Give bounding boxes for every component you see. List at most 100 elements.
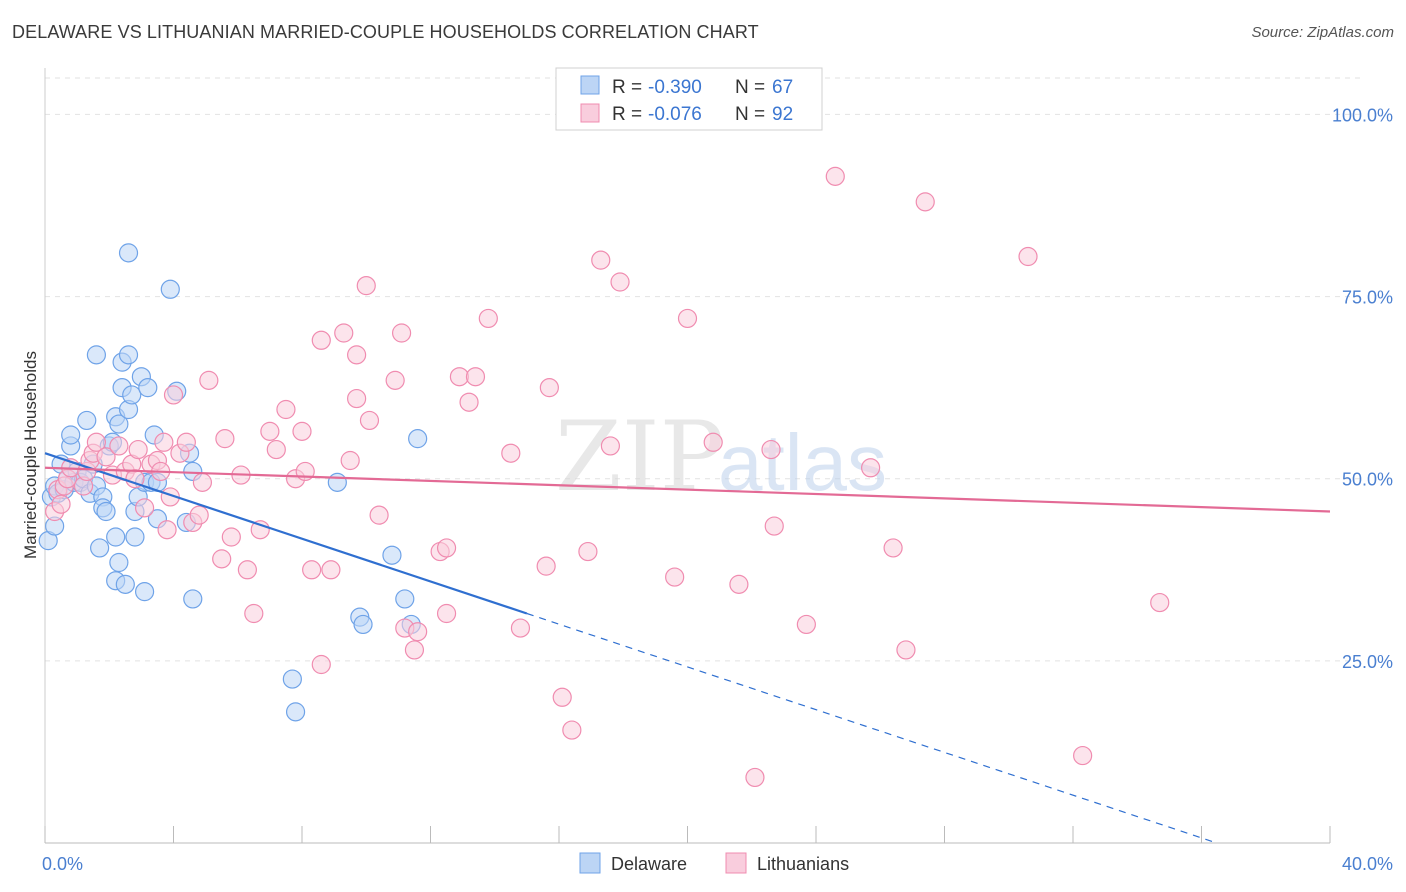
trend-line-lithuanians <box>44 466 1331 513</box>
point-lithuanians <box>189 505 209 525</box>
series-lithuanians <box>45 166 1170 788</box>
point-lithuanians <box>459 392 479 412</box>
y-tick-label: 100.0% <box>1332 105 1393 125</box>
point-lithuanians <box>600 436 621 456</box>
point-delaware <box>125 527 145 547</box>
legend-n-lithuanians: 92 <box>772 104 793 125</box>
point-lithuanians <box>729 574 749 594</box>
point-lithuanians <box>347 388 367 409</box>
point-lithuanians <box>237 560 257 580</box>
point-lithuanians <box>677 308 698 329</box>
point-lithuanians <box>369 505 389 525</box>
point-lithuanians <box>334 323 354 343</box>
point-lithuanians <box>591 250 611 270</box>
point-lithuanians <box>276 399 296 420</box>
legend-n-delaware: 67 <box>772 77 793 98</box>
point-delaware <box>109 414 129 434</box>
series-delaware <box>38 243 428 722</box>
point-delaware <box>96 501 116 522</box>
y-tick-labels: 25.0% 50.0% 75.0% 100.0% <box>1332 105 1393 671</box>
legend-r-lithuanians: -0.076 <box>648 104 702 125</box>
y-tick-label: 50.0% <box>1342 470 1393 490</box>
point-delaware <box>77 410 97 431</box>
trend-line-extension-delaware <box>526 612 1218 844</box>
x-tick-label: 40.0% <box>1342 854 1393 874</box>
bottom-legend-swatch-lithuanians <box>725 852 747 874</box>
legend-swatch-delaware <box>580 75 600 95</box>
point-lithuanians <box>436 603 457 624</box>
point-lithuanians <box>51 494 71 514</box>
point-delaware <box>61 425 81 445</box>
source-credit: Source: ZipAtlas.com <box>1251 24 1394 41</box>
point-lithuanians <box>552 687 572 707</box>
point-lithuanians <box>96 447 116 467</box>
point-delaware <box>395 589 415 609</box>
point-lithuanians <box>1018 246 1038 267</box>
point-lithuanians <box>665 567 685 587</box>
point-delaware <box>285 702 306 722</box>
legend-swatch-lithuanians <box>580 103 600 123</box>
point-lithuanians <box>359 410 380 431</box>
point-lithuanians <box>311 654 331 675</box>
watermark: ZIP atlas <box>555 401 887 513</box>
point-lithuanians <box>896 640 916 660</box>
x-tick-label: 0.0% <box>42 854 83 874</box>
point-lithuanians <box>134 498 155 518</box>
point-delaware <box>115 574 135 594</box>
y-axis-label: Married-couple Households <box>21 351 40 559</box>
point-lithuanians <box>510 618 531 638</box>
point-lithuanians <box>192 472 213 492</box>
point-lithuanians <box>321 560 341 580</box>
point-lithuanians <box>825 166 845 186</box>
point-lithuanians <box>761 439 781 460</box>
point-lithuanians <box>86 432 107 452</box>
legend-n-label-delaware: N = <box>735 77 765 98</box>
point-lithuanians <box>883 538 903 558</box>
point-lithuanians <box>1150 592 1170 613</box>
watermark-zip: ZIP <box>555 401 724 513</box>
point-lithuanians <box>465 367 486 387</box>
point-lithuanians <box>311 330 331 350</box>
point-lithuanians <box>163 385 184 405</box>
point-lithuanians <box>292 421 312 441</box>
bottom-legend: Delaware Lithuanians <box>579 852 849 874</box>
point-lithuanians <box>347 345 367 365</box>
point-lithuanians <box>212 549 232 569</box>
legend-n-label-lithuanians: N = <box>735 104 765 125</box>
point-lithuanians <box>244 603 264 624</box>
point-lithuanians <box>610 272 630 292</box>
point-delaware <box>134 582 155 602</box>
legend: R = -0.390 N = 67 R = -0.076 N = 92 <box>555 67 823 131</box>
point-lithuanians <box>745 767 765 788</box>
point-lithuanians <box>109 436 129 456</box>
point-lithuanians <box>385 370 405 390</box>
point-delaware <box>160 279 180 299</box>
point-lithuanians <box>260 421 280 441</box>
point-lithuanians <box>501 443 521 463</box>
point-delaware <box>408 429 428 449</box>
point-lithuanians <box>404 640 425 660</box>
data-points <box>38 166 1170 788</box>
point-lithuanians <box>176 432 196 452</box>
trend-lines <box>44 452 1331 844</box>
point-lithuanians <box>436 538 457 558</box>
point-lithuanians <box>302 560 322 580</box>
point-delaware <box>109 552 129 573</box>
chart-title: DELAWARE VS LITHUANIAN MARRIED-COUPLE HO… <box>12 22 759 42</box>
point-lithuanians <box>539 378 559 398</box>
point-lithuanians <box>221 527 241 547</box>
legend-r-label-delaware: R = <box>612 77 642 98</box>
point-lithuanians <box>128 439 148 460</box>
legend-r-label-lithuanians: R = <box>612 104 642 125</box>
point-lithuanians <box>796 614 816 635</box>
bottom-legend-swatch-delaware <box>579 852 601 874</box>
point-lithuanians <box>215 429 235 449</box>
point-delaware <box>118 243 139 263</box>
point-delaware <box>90 538 110 558</box>
point-lithuanians <box>861 458 881 478</box>
legend-r-delaware: -0.390 <box>648 77 702 98</box>
point-delaware <box>327 472 347 492</box>
point-lithuanians <box>1073 745 1093 766</box>
point-delaware <box>122 385 142 405</box>
